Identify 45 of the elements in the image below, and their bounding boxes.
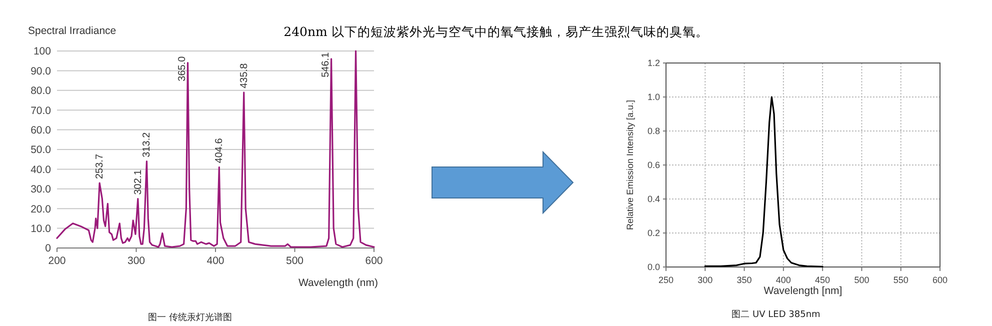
y-tick-label: 90.0 (30, 65, 52, 78)
y-tick-label: 50.0 (30, 144, 52, 156)
y-tick-label: 30.0 (30, 184, 52, 196)
x-tick-label: 600 (932, 275, 948, 285)
text: 图二 UV LED 385nm (732, 310, 820, 320)
y-tick-label: 1.0 (647, 92, 660, 102)
x-tick-label: 400 (206, 255, 224, 267)
y-tick-label: 70.0 (30, 104, 52, 117)
x-tick-label: 500 (286, 255, 304, 267)
y-tick-label: 40.0 (30, 164, 52, 176)
x-tick-label: 300 (698, 275, 713, 285)
x-tick-label: 400 (776, 275, 791, 285)
y-tick-label: 10.0 (30, 222, 52, 235)
x-tick-label: 450 (815, 275, 830, 285)
annotation: 365.0 (176, 56, 188, 82)
x-tick-label: 500 (854, 275, 870, 285)
text: 240nm 以下的短波紫外光与空气中的氧气接触，易产生强烈气味的臭氧。 (284, 24, 708, 39)
x-tick-label: 200 (48, 255, 66, 267)
y-tick-label: 100 (33, 46, 52, 58)
x-tick-label: 350 (736, 275, 752, 285)
x-tick-label: 550 (893, 275, 908, 285)
y-tick-label: 0.8 (647, 126, 660, 136)
annotation: 302.1 (132, 169, 144, 195)
y-axis-title: Spectral Irradiance (28, 25, 116, 37)
annotation: 546.1 (320, 52, 332, 78)
y-tick-label: 0.2 (647, 228, 660, 238)
x-axis-title: Wavelength (nm) (298, 277, 378, 289)
annotation: 435.8 (238, 62, 250, 88)
annotation: 313.2 (142, 132, 153, 158)
y-tick-label: 60.0 (30, 124, 52, 136)
y-tick-label: 80.0 (30, 85, 52, 98)
y-tick-label: 0.4 (647, 194, 660, 204)
y-tick-label: 0 (45, 242, 52, 255)
y-tick-label: 1.2 (647, 58, 660, 68)
x-tick-label: 250 (658, 275, 674, 285)
y-axis-title: Relative Emission Intensity [a.u.] (625, 100, 635, 230)
y-tick-label: 20.0 (30, 203, 52, 216)
x-tick-label: 600 (365, 255, 383, 267)
annotation: 404.6 (214, 138, 226, 164)
y-tick-label: 0.0 (647, 262, 660, 272)
y-tick-label: 0.6 (647, 160, 660, 170)
x-tick-label: 300 (127, 255, 146, 267)
annotation: 253.7 (94, 154, 106, 179)
x-axis-title: Wavelength [nm] (764, 285, 842, 297)
text: 图一 传统汞灯光谱图 (148, 312, 232, 323)
